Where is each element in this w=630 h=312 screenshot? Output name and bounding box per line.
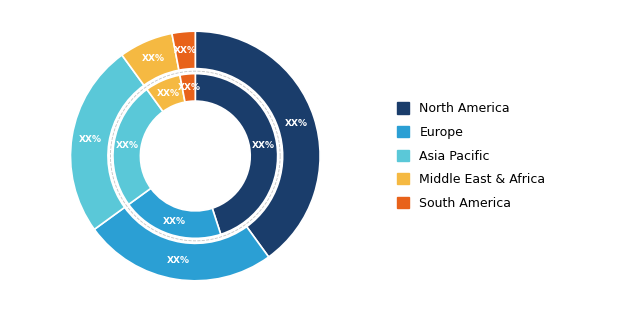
Wedge shape — [71, 55, 144, 229]
Text: XX%: XX% — [251, 141, 275, 150]
Wedge shape — [147, 75, 185, 112]
Wedge shape — [180, 74, 195, 102]
Wedge shape — [94, 207, 268, 281]
Text: XX%: XX% — [174, 46, 197, 55]
Text: XX%: XX% — [79, 135, 102, 144]
Text: XX%: XX% — [177, 83, 200, 92]
Wedge shape — [122, 33, 179, 85]
Text: XX%: XX% — [167, 256, 190, 265]
Text: XX%: XX% — [142, 54, 164, 63]
Legend: North America, Europe, Asia Pacific, Middle East & Africa, South America: North America, Europe, Asia Pacific, Mid… — [397, 102, 546, 210]
Text: XX%: XX% — [163, 217, 186, 226]
Text: XX%: XX% — [116, 141, 139, 150]
Wedge shape — [113, 89, 163, 204]
Wedge shape — [129, 188, 220, 238]
Wedge shape — [195, 31, 320, 257]
Wedge shape — [172, 31, 195, 70]
Text: XX%: XX% — [285, 119, 307, 128]
Text: XX%: XX% — [156, 89, 180, 98]
Wedge shape — [195, 74, 278, 234]
